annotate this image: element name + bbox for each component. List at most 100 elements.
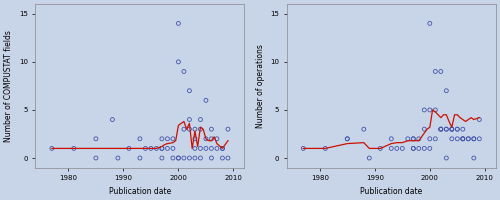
Point <box>476 137 484 140</box>
Point <box>169 147 177 150</box>
Point <box>202 147 210 150</box>
Point <box>208 128 216 131</box>
Point <box>404 137 412 140</box>
Point <box>218 156 226 160</box>
Point <box>426 108 434 112</box>
Point <box>448 128 456 131</box>
Point <box>459 137 467 140</box>
Point <box>186 89 194 92</box>
Y-axis label: Number of operations: Number of operations <box>256 44 264 128</box>
Point <box>164 147 172 150</box>
Point <box>420 128 428 131</box>
Point <box>476 118 484 121</box>
Point <box>360 128 368 131</box>
Point <box>442 128 450 131</box>
Point <box>410 137 418 140</box>
Point <box>437 128 445 131</box>
Point <box>114 156 122 160</box>
Point <box>437 128 445 131</box>
Point <box>437 128 445 131</box>
Point <box>459 128 467 131</box>
Point <box>136 137 144 140</box>
Point <box>470 156 478 160</box>
Point <box>174 60 182 63</box>
Point <box>196 118 204 121</box>
Point <box>454 128 462 131</box>
Point <box>410 137 418 140</box>
X-axis label: Publication date: Publication date <box>109 187 171 196</box>
Point <box>470 137 478 140</box>
Point <box>70 147 78 150</box>
Point <box>470 137 478 140</box>
Point <box>442 89 450 92</box>
Point <box>158 156 166 160</box>
Point <box>108 118 116 121</box>
Point <box>174 156 182 160</box>
Point <box>432 108 440 112</box>
Point <box>218 147 226 150</box>
Point <box>432 70 440 73</box>
Point <box>191 137 199 140</box>
Point <box>224 156 232 160</box>
Point <box>208 147 216 150</box>
Point <box>196 156 204 160</box>
Point <box>322 147 330 150</box>
Point <box>191 128 199 131</box>
Point <box>208 137 216 140</box>
Point <box>420 108 428 112</box>
Point <box>376 147 384 150</box>
Point <box>442 128 450 131</box>
Point <box>180 128 188 131</box>
Point <box>410 147 418 150</box>
Point <box>186 128 194 131</box>
Point <box>169 156 177 160</box>
Point <box>415 147 423 150</box>
Point <box>180 70 188 73</box>
Point <box>152 147 160 150</box>
Point <box>448 137 456 140</box>
Point <box>125 147 133 150</box>
Point <box>459 137 467 140</box>
Point <box>388 147 396 150</box>
Point <box>180 156 188 160</box>
Point <box>136 156 144 160</box>
Point <box>393 147 401 150</box>
Point <box>415 137 423 140</box>
Point <box>169 137 177 140</box>
Point <box>224 128 232 131</box>
Point <box>174 22 182 25</box>
Point <box>196 147 204 150</box>
Point <box>432 137 440 140</box>
Point <box>92 156 100 160</box>
Point <box>464 137 472 140</box>
Point <box>388 137 396 140</box>
Point <box>420 147 428 150</box>
Point <box>213 147 221 150</box>
Point <box>344 137 351 140</box>
Point <box>398 147 406 150</box>
Point <box>437 70 445 73</box>
Point <box>202 137 210 140</box>
Point <box>426 147 434 150</box>
Point <box>158 137 166 140</box>
X-axis label: Publication date: Publication date <box>360 187 422 196</box>
Point <box>366 156 374 160</box>
Point <box>448 128 456 131</box>
Point <box>464 137 472 140</box>
Point <box>147 147 155 150</box>
Point <box>186 156 194 160</box>
Point <box>174 156 182 160</box>
Point <box>218 147 226 150</box>
Point <box>410 147 418 150</box>
Point <box>92 137 100 140</box>
Point <box>300 147 308 150</box>
Point <box>158 147 166 150</box>
Point <box>158 147 166 150</box>
Point <box>48 147 56 150</box>
Point <box>448 128 456 131</box>
Point <box>191 147 199 150</box>
Point <box>164 137 172 140</box>
Point <box>454 128 462 131</box>
Point <box>454 137 462 140</box>
Point <box>459 137 467 140</box>
